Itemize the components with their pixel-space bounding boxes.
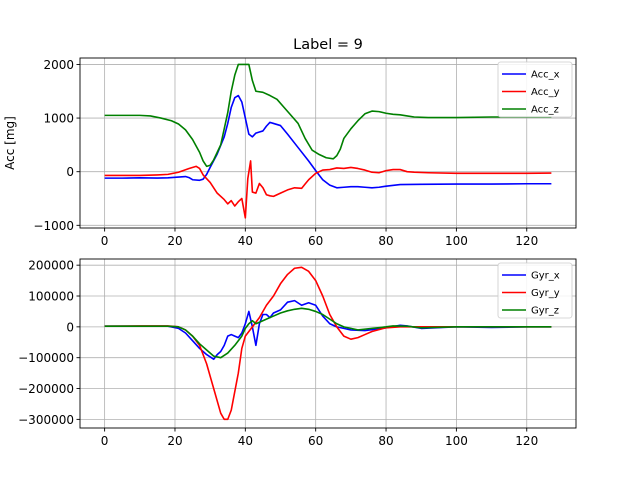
x-tick-label: 120 bbox=[515, 434, 538, 448]
x-tick-label: 60 bbox=[308, 234, 323, 248]
y-tick-label: 2000 bbox=[43, 58, 74, 72]
x-tick-label: 20 bbox=[167, 234, 182, 248]
y-tick-label: −200000 bbox=[18, 382, 74, 396]
legend-label: Acc_y bbox=[531, 87, 560, 98]
y-tick-label: −100000 bbox=[18, 351, 74, 365]
series-line-gyr-x bbox=[104, 299, 552, 361]
y-tick-label: 0 bbox=[66, 165, 74, 179]
y-axis-label: Acc [mg] bbox=[3, 116, 17, 170]
axes-frame bbox=[79, 258, 577, 429]
legend-label: Acc_x bbox=[531, 70, 560, 81]
x-tick-label: 0 bbox=[101, 434, 109, 448]
x-tick-label: 20 bbox=[167, 434, 182, 448]
y-tick-label: 0 bbox=[66, 320, 74, 334]
series-line-acc-x bbox=[104, 94, 552, 189]
x-tick-label: 100 bbox=[445, 234, 468, 248]
y-tick-label: 100000 bbox=[28, 290, 74, 304]
y-tick-label: 1000 bbox=[43, 112, 74, 126]
legend-label: Gyr_y bbox=[531, 288, 560, 299]
x-tick-label: 40 bbox=[238, 434, 253, 448]
legend: Gyr_x Gyr_y Gyr_z bbox=[497, 262, 573, 319]
legend-frame bbox=[497, 61, 573, 118]
legend: Acc_x Acc_y Acc_z bbox=[497, 61, 573, 118]
y-tick-label: −1000 bbox=[33, 219, 74, 233]
x-tick-label: 0 bbox=[101, 234, 109, 248]
series-line-gyr-z bbox=[104, 307, 552, 359]
x-tick-label: 80 bbox=[378, 434, 393, 448]
legend-label: Gyr_z bbox=[531, 306, 559, 317]
subplot-1: 0 20 40 60 80 100 120 −1000 0 1000 2000 Acc [mg] Acc… bbox=[3, 57, 577, 248]
x-tick-label: 100 bbox=[445, 434, 468, 448]
x-tick-label: 80 bbox=[378, 234, 393, 248]
series-line-acc-z bbox=[104, 63, 552, 168]
y-tick-label: 200000 bbox=[28, 259, 74, 273]
x-tick-label: 40 bbox=[238, 234, 253, 248]
legend-label: Acc_z bbox=[531, 105, 559, 116]
legend-label: Gyr_x bbox=[531, 271, 560, 282]
x-tick-label: 120 bbox=[515, 234, 538, 248]
figure-title: Label = 9 bbox=[293, 37, 363, 53]
series-line-gyr-y bbox=[104, 266, 552, 421]
series-line-acc-y bbox=[104, 160, 552, 219]
x-tick-label: 60 bbox=[308, 434, 323, 448]
subplot-2: 0 20 40 60 80 100 120 −300000 −200000 −100000 0 100… bbox=[18, 258, 577, 448]
legend-frame bbox=[497, 262, 573, 319]
y-tick-label: −300000 bbox=[18, 413, 74, 427]
axes-frame bbox=[79, 57, 577, 229]
